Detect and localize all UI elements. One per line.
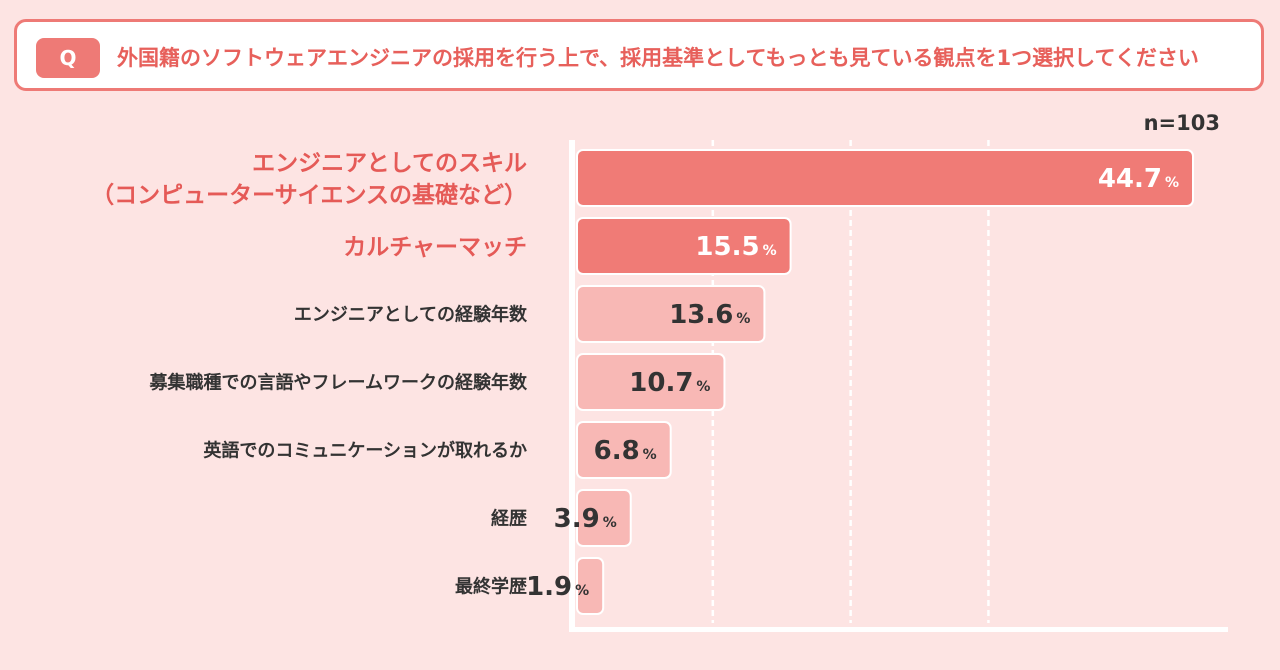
- value-label-2: 15.5%: [695, 232, 776, 262]
- category-label-7: 最終学歴: [455, 575, 527, 597]
- category-label-6: 経歴: [491, 507, 527, 529]
- question-text: 外国籍のソフトウェアエンジニアの採用を行う上で、採用基準としてもっとも見ている観…: [117, 46, 1199, 70]
- category-label-1: エンジニアとしてのスキル（コンピューターサイエンスの基礎など）: [91, 150, 527, 208]
- category-label-3: エンジニアとしての経験年数: [294, 303, 528, 325]
- value-label-4: 10.7%: [629, 368, 710, 398]
- bar-3: [576, 285, 766, 343]
- bar-6: [576, 489, 632, 547]
- sample-size-label: n=103: [1144, 111, 1220, 135]
- question-box: Q 外国籍のソフトウェアエンジニアの採用を行う上で、採用基準としてもっとも見てい…: [14, 19, 1264, 91]
- value-label-3: 13.6%: [669, 300, 750, 330]
- x-axis: [569, 627, 1228, 632]
- value-label-1: 44.7%: [1098, 164, 1179, 194]
- value-label-5: 6.8%: [594, 436, 657, 466]
- value-label-6: 3.9%: [554, 504, 617, 534]
- question-badge: Q: [36, 38, 100, 78]
- bar-2: [576, 217, 792, 275]
- bar-1: [576, 149, 1194, 207]
- bar-7: [576, 557, 605, 615]
- bar-5: [576, 421, 672, 479]
- category-label-2: カルチャーマッチ: [343, 234, 527, 260]
- bar-4: [576, 353, 726, 411]
- category-label-5: 英語でのコミュニケーションが取れるか: [202, 439, 527, 461]
- category-label-4: 募集職種での言語やフレームワークの経験年数: [149, 371, 528, 393]
- y-axis: [569, 140, 575, 631]
- value-label-7: 1.9%: [526, 572, 589, 602]
